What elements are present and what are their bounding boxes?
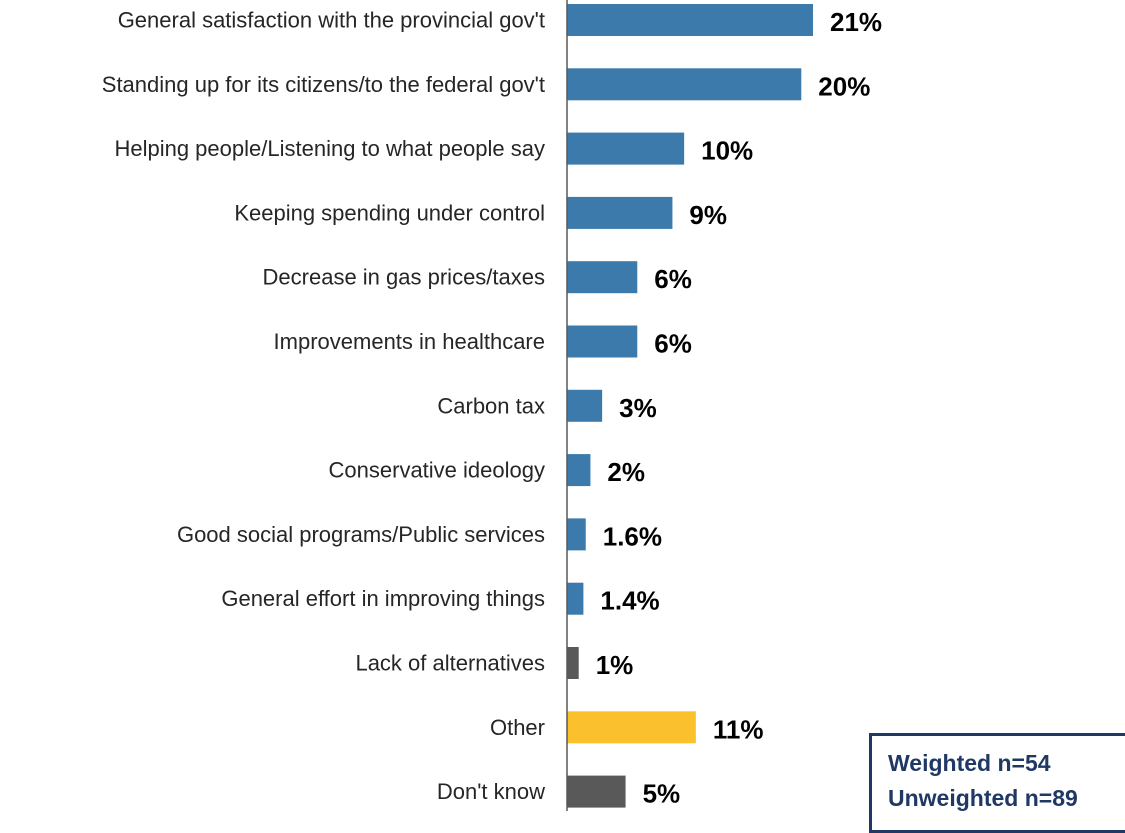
value-label-9: 1.4% [600,586,659,616]
category-label-2: Helping people/Listening to what people … [114,136,545,161]
category-label-3: Keeping spending under control [234,200,545,225]
category-label-10: Lack of alternatives [355,651,545,676]
bar-4 [567,261,638,294]
value-labels-group: 21% 20% 10% 9% 6% 6% 3% 2% 1.6% 1.4% 1% 11% 5% [596,7,882,809]
unweighted-sample-label: Unweighted n=89 [888,785,1078,811]
bar-3 [567,196,673,229]
bar-11 [567,711,696,744]
category-label-8: Good social programs/Public services [177,522,545,547]
bar-6 [567,389,603,422]
bar-2 [567,132,685,165]
category-labels-group: General satisfaction with the provincial… [102,8,545,805]
value-label-4: 6% [654,264,692,294]
value-label-5: 6% [654,329,692,359]
value-label-6: 3% [619,393,657,423]
value-label-7: 2% [607,457,645,487]
category-label-9: General effort in improving things [221,586,545,611]
category-label-4: Decrease in gas prices/taxes [263,265,545,290]
value-label-12: 5% [643,779,681,809]
bar-1 [567,68,802,101]
bar-0 [567,4,813,36]
bar-9 [567,582,584,615]
bar-5 [567,325,638,358]
bar-12 [567,775,626,808]
value-label-1: 20% [818,71,870,101]
category-label-11: Other [490,715,545,740]
category-label-0: General satisfaction with the provincial… [118,8,545,33]
category-label-12: Don't know [437,779,545,804]
value-label-8: 1.6% [603,521,662,551]
category-label-6: Carbon tax [437,393,545,418]
weighted-sample-label: Weighted n=54 [888,750,1051,776]
value-label-11: 11% [713,714,764,744]
category-label-7: Conservative ideology [329,458,545,483]
value-label-0: 21% [830,7,882,37]
bar-chart: General satisfaction with the provincial… [102,0,882,811]
value-label-3: 9% [689,200,727,230]
bars-group [567,4,813,808]
bar-10 [567,647,579,679]
value-label-10: 1% [596,650,634,680]
bar-8 [567,518,586,551]
sample-size-box: Weighted n=54 Unweighted n=89 [869,733,1125,833]
category-label-5: Improvements in healthcare [274,329,545,354]
bar-7 [567,454,591,487]
category-label-1: Standing up for its citizens/to the fede… [102,72,545,97]
value-label-2: 10% [701,136,753,166]
